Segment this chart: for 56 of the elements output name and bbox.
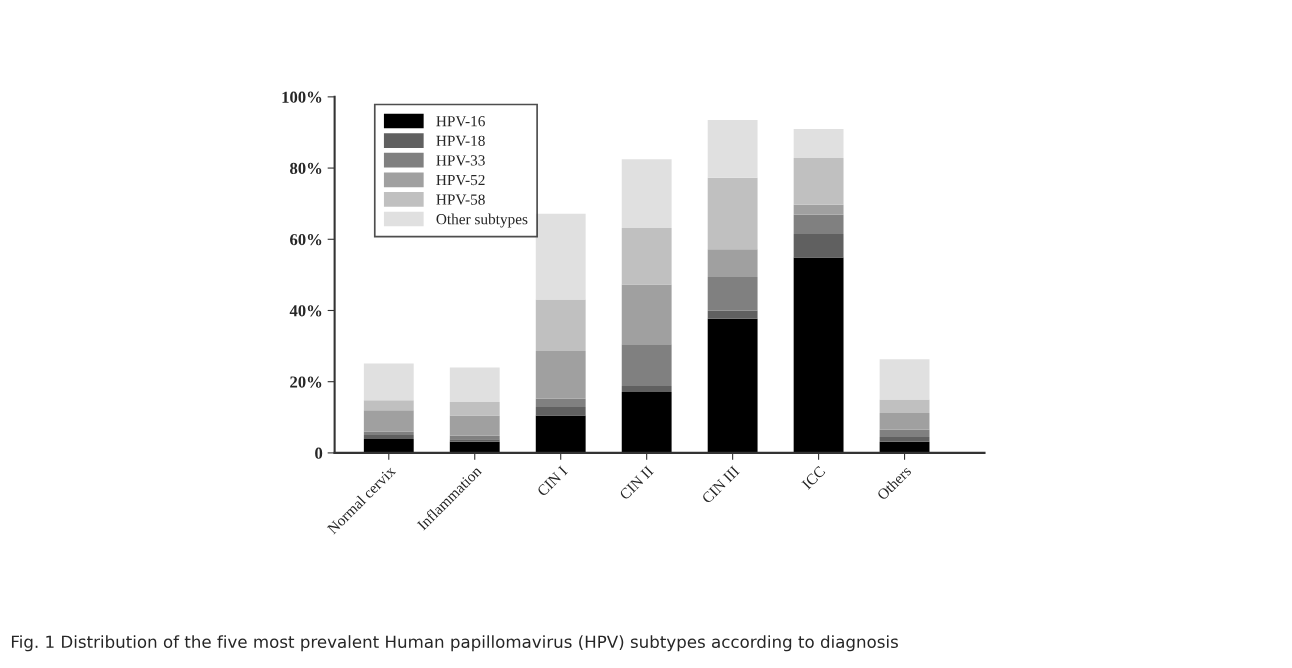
bar bbox=[793, 128, 844, 159]
bar bbox=[707, 277, 758, 311]
y-tick-label: 40% bbox=[289, 305, 322, 317]
bar bbox=[879, 429, 930, 437]
x-tick-label: ICC bbox=[801, 465, 826, 490]
bar bbox=[621, 344, 672, 386]
bar bbox=[879, 436, 930, 442]
bar bbox=[449, 367, 500, 402]
y-tick-label: 100% bbox=[282, 91, 322, 103]
legend-label: Other subtypes bbox=[436, 213, 528, 228]
legend-label: HPV-16 bbox=[436, 116, 485, 127]
bar bbox=[363, 410, 414, 432]
bar bbox=[535, 213, 586, 300]
legend-label: HPV-58 bbox=[436, 194, 485, 205]
x-tick-label: CIN III bbox=[701, 465, 740, 504]
bar bbox=[363, 435, 414, 440]
bar bbox=[449, 439, 500, 442]
bar bbox=[535, 351, 586, 399]
bar bbox=[621, 392, 672, 453]
bar bbox=[535, 415, 586, 453]
bar bbox=[621, 159, 672, 228]
bar bbox=[707, 310, 758, 319]
bar bbox=[621, 227, 672, 285]
bar bbox=[707, 120, 758, 178]
y-tick-label: 60% bbox=[290, 233, 322, 246]
bar bbox=[449, 401, 500, 416]
bar bbox=[363, 439, 414, 453]
bar bbox=[363, 400, 414, 411]
bar bbox=[535, 406, 586, 416]
y-tick-label: 0 bbox=[315, 447, 323, 459]
bar bbox=[535, 299, 586, 352]
bar bbox=[621, 385, 672, 393]
bar bbox=[793, 233, 844, 258]
y-tick-label: 80% bbox=[290, 162, 322, 175]
legend-label: HPV-33 bbox=[436, 155, 485, 166]
bar bbox=[879, 399, 930, 414]
bar bbox=[793, 204, 844, 215]
bar bbox=[707, 249, 758, 278]
bar bbox=[363, 363, 414, 401]
bar bbox=[535, 398, 586, 407]
bar bbox=[707, 177, 758, 250]
x-tick-label: CIN II bbox=[618, 465, 654, 501]
x-tick-label: CIN I bbox=[536, 465, 568, 497]
bar bbox=[793, 214, 844, 234]
legend-label: HPV-52 bbox=[436, 174, 485, 186]
bar bbox=[449, 441, 500, 453]
bar bbox=[879, 359, 930, 400]
bar bbox=[707, 318, 758, 453]
y-tick-label: 20% bbox=[290, 376, 322, 388]
bar bbox=[793, 158, 844, 205]
legend-label: HPV-18 bbox=[436, 135, 485, 147]
bar bbox=[879, 413, 930, 430]
bar bbox=[621, 284, 672, 345]
bar bbox=[449, 415, 500, 436]
caption: Fig. 1 Distribution of the five most prevalent Human papillomavirus (HPV) subtypes according to diagnosis bbox=[11, 635, 898, 652]
bar bbox=[793, 257, 844, 453]
